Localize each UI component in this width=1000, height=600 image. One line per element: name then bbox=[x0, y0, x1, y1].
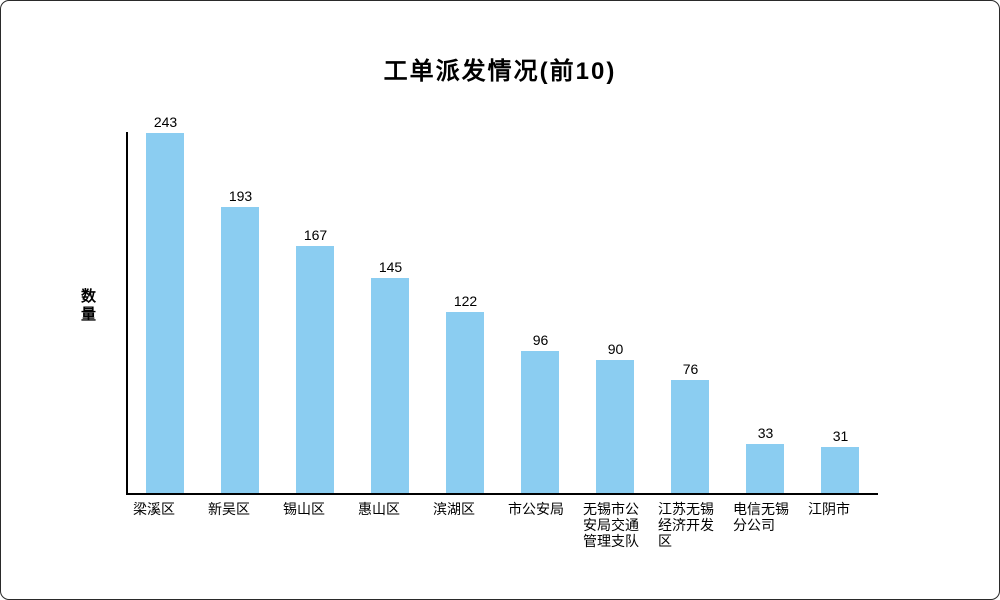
x-axis-category-label: 江阴市 bbox=[808, 501, 850, 517]
bar-value-label: 145 bbox=[378, 259, 403, 275]
bar-value-label: 243 bbox=[153, 114, 178, 130]
x-axis-category-label: 滨湖区 bbox=[433, 501, 475, 517]
bar bbox=[521, 351, 559, 493]
x-axis-labels: 梁溪区 新吴区 锡山区 惠山区 滨湖区 市公安局 无锡市公安局交通管理支队 江苏无锡经济开发区… bbox=[126, 501, 876, 561]
bar-value-label: 167 bbox=[303, 227, 328, 243]
bar bbox=[746, 444, 784, 493]
bar-value-label: 76 bbox=[682, 361, 699, 377]
bar bbox=[221, 207, 259, 493]
bar bbox=[671, 380, 709, 493]
bar-value-label: 96 bbox=[532, 332, 549, 348]
bar-value-label: 31 bbox=[832, 428, 849, 444]
x-axis-category-label: 江苏无锡经济开发区 bbox=[658, 501, 714, 549]
bar bbox=[821, 447, 859, 493]
chart-title: 工单派发情况(前10) bbox=[383, 58, 617, 85]
x-axis-category-label: 市公安局 bbox=[508, 501, 564, 517]
bar bbox=[446, 312, 484, 493]
bar-value-label: 193 bbox=[228, 188, 253, 204]
x-axis-category-label: 锡山区 bbox=[283, 501, 325, 517]
x-axis-category-label: 惠山区 bbox=[358, 501, 400, 517]
plot-area: 243 193 167 145 122 96 90 76 33 31 bbox=[126, 114, 878, 495]
x-axis-category-label: 梁溪区 bbox=[133, 501, 175, 517]
bar-value-label: 90 bbox=[607, 341, 624, 357]
x-axis-category-label: 无锡市公安局交通管理支队 bbox=[583, 501, 639, 549]
y-axis-label: 数量 bbox=[79, 288, 96, 324]
x-axis-category-label: 新吴区 bbox=[208, 501, 250, 517]
bar bbox=[296, 246, 334, 493]
bar-value-label: 33 bbox=[757, 425, 774, 441]
bar bbox=[371, 278, 409, 493]
bar-value-label: 122 bbox=[453, 293, 478, 309]
bar bbox=[596, 360, 634, 493]
x-axis-category-label: 电信无锡分公司 bbox=[733, 501, 789, 533]
bar bbox=[146, 133, 184, 493]
